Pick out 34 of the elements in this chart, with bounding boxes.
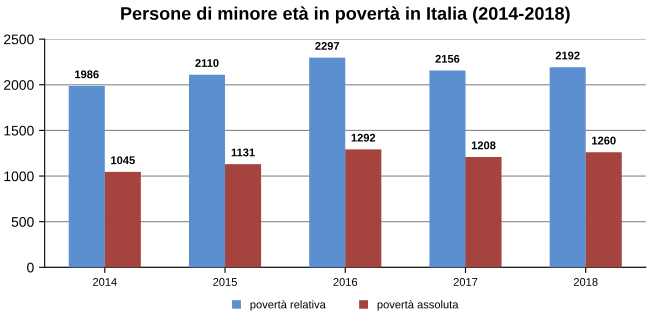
data-label: 1292	[352, 134, 376, 142]
legend-label: povertà relativa	[250, 300, 326, 311]
y-tick-label: 0	[27, 262, 34, 272]
x-tick-label: 2018	[574, 278, 598, 286]
data-label: 1131	[232, 148, 255, 156]
x-tick-label: 2015	[213, 278, 237, 286]
y-tick-label: 1500	[4, 126, 34, 136]
bar	[309, 58, 346, 268]
bar	[68, 86, 105, 268]
data-label: 2297	[315, 42, 340, 50]
data-label: 2192	[556, 52, 580, 60]
legend-label: povertà assoluta	[378, 300, 458, 311]
y-tick-label: 1000	[4, 171, 34, 182]
bar	[465, 157, 502, 268]
data-label: 1986	[75, 70, 99, 78]
data-label: 2110	[195, 59, 219, 67]
y-tick-label: 2500	[4, 34, 34, 44]
y-tick-label: 500	[12, 217, 34, 227]
x-tick-label: 2016	[333, 278, 358, 286]
data-label: 1045	[111, 156, 135, 164]
bar	[429, 70, 466, 268]
y-tick-label: 2000	[4, 80, 34, 90]
data-label: 2156	[435, 54, 460, 63]
bar	[188, 74, 226, 268]
data-label: 1260	[592, 136, 616, 145]
bar	[345, 149, 382, 268]
data-label: 1208	[472, 141, 496, 150]
bar	[586, 152, 622, 268]
x-tick-label: 2014	[92, 278, 117, 286]
bar	[550, 67, 586, 268]
bar	[104, 172, 141, 268]
bar	[225, 164, 262, 268]
x-tick-label: 2017	[454, 278, 478, 286]
chart-title: Persone di minore età in povertà in Italia (2014-2018)	[121, 6, 570, 24]
